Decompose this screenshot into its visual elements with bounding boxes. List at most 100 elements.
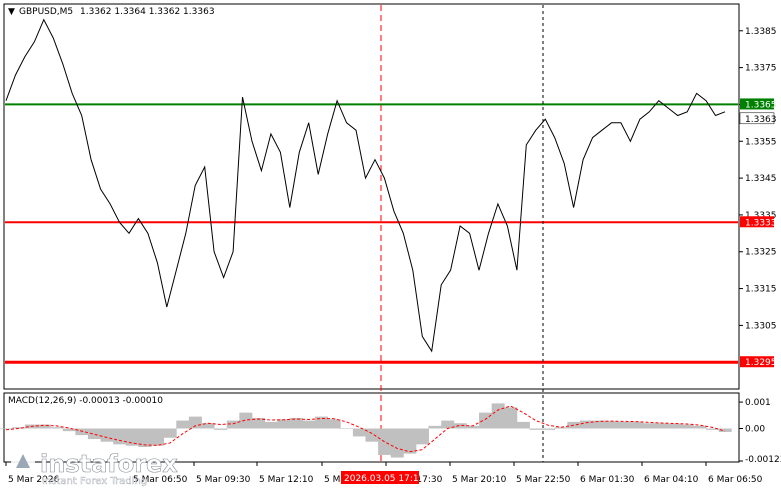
time-tick-label: 6 Mar 06:50 <box>708 475 763 485</box>
macd-histogram-bar <box>466 425 480 429</box>
price-panel <box>3 3 740 390</box>
macd-histogram-bar <box>516 421 530 429</box>
macd-tick-label: 0.001 <box>745 398 771 408</box>
macd-histogram-bar <box>37 424 51 429</box>
price-line <box>5 18 726 353</box>
macd-histogram-bar <box>352 428 366 437</box>
price-tick-label: 1.3315 <box>745 285 777 295</box>
cursor-date-tag <box>341 471 419 484</box>
macd-histogram-bar <box>176 420 190 429</box>
macd-signal-line <box>5 405 726 453</box>
price-tick-label: 1.3305 <box>745 321 777 331</box>
macd-histogram-bar <box>201 423 215 429</box>
watermark-tagline: Instant Forex Trading <box>42 476 147 487</box>
price-axis: 1.33851.33751.33651.33551.33451.33351.33… <box>739 27 777 331</box>
macd-histogram-bar <box>151 428 165 446</box>
price-tag-box <box>740 98 774 110</box>
macd-histogram-bar <box>680 424 694 429</box>
macd-histogram-bar <box>428 425 442 429</box>
macd-histogram-bar <box>188 416 202 429</box>
macd-histogram-bar <box>125 428 139 446</box>
macd-histogram-bar <box>630 421 644 429</box>
price-tag-label: 1.3365 <box>745 100 777 110</box>
macd-histogram-bar <box>542 428 556 430</box>
macd-histogram-bar <box>554 427 568 429</box>
instaforex-watermark: instaforex Instant Forex Trading <box>11 450 179 487</box>
macd-tick-label: 0.00 <box>745 425 765 435</box>
macd-histogram-bar <box>504 407 518 429</box>
time-tick-label: 6 Mar 01:30 <box>580 475 635 485</box>
macd-histogram-bar <box>62 428 76 432</box>
macd-histogram-bar <box>340 428 354 429</box>
price-tick-label: 1.3345 <box>745 174 777 184</box>
symbol-label: GBPUSD,M5 <box>19 7 73 17</box>
macd-histogram-bar <box>668 423 682 429</box>
collapse-triangle-icon[interactable]: ▼ <box>8 7 15 17</box>
price-tag-box <box>740 216 774 228</box>
macd-histogram-bar <box>693 425 707 429</box>
time-tick-label: 5 Mar 20:10 <box>452 475 507 485</box>
macd-histogram-bar <box>592 420 606 429</box>
macd-histogram-bar <box>277 419 291 429</box>
macd-histogram-bar <box>415 428 429 445</box>
price-series <box>5 18 726 353</box>
macd-histogram-bar <box>239 412 253 429</box>
price-tick-label: 1.3355 <box>745 137 777 147</box>
macd-histogram-bar <box>289 417 303 429</box>
price-tag-label: 1.3363 <box>745 115 777 125</box>
price-tick-label: 1.3375 <box>745 64 777 74</box>
macd-histogram-bar <box>315 416 329 429</box>
macd-histogram-bar <box>226 420 240 429</box>
macd-tick-label: -0.00123 <box>745 455 781 465</box>
price-tag-box <box>739 112 775 125</box>
macd-histogram-bar <box>327 419 341 429</box>
ohlc-readout: 1.3362 1.3364 1.3362 1.3363 <box>80 7 215 17</box>
macd-histogram-bar <box>214 428 228 430</box>
macd-histogram-bar <box>718 428 732 432</box>
macd-histogram-bar <box>643 423 657 429</box>
macd-histogram-bar <box>605 421 619 429</box>
price-tags: 1.3365 1.3363 1.3333 1.3295 <box>739 98 777 368</box>
macd-histogram-bar <box>579 420 593 429</box>
macd-histogram-bar <box>453 423 467 429</box>
macd-histogram-bar <box>50 427 64 429</box>
price-tag-label: 1.3333 <box>745 218 777 228</box>
macd-histogram-bar <box>441 420 455 429</box>
time-tick-label: 5 Mar 12:10 <box>259 475 314 485</box>
macd-histogram-bar <box>529 428 543 430</box>
price-tick-label: 1.3325 <box>745 248 777 258</box>
macd-histogram-bar <box>302 420 316 429</box>
macd-histogram-bar <box>390 428 404 458</box>
macd-histogram-bar <box>87 428 102 440</box>
macd-histogram-bar <box>617 421 631 429</box>
macd-label: MACD(12,26,9) -0.00013 -0.00010 <box>8 396 163 406</box>
macd-histogram-bar <box>706 428 720 430</box>
macd-histogram-bar <box>12 427 26 429</box>
vertical-markers <box>380 5 544 462</box>
price-tick-label: 1.3385 <box>745 27 777 37</box>
price-tag-box <box>740 356 774 368</box>
price-tick-label: 1.3335 <box>745 211 777 221</box>
watermark-brand: instaforex <box>40 450 178 478</box>
macd-histogram-bar <box>264 421 278 429</box>
time-tick-label: 6 Mar 04:10 <box>644 475 699 485</box>
price-tag-label: 1.3295 <box>745 358 777 368</box>
macd-histogram-bar <box>163 428 177 438</box>
time-tick-label: 5 Mar 2026 <box>8 475 60 485</box>
macd-indicator <box>0 403 732 458</box>
macd-histogram-bar <box>75 428 89 436</box>
macd-histogram-bar <box>113 428 127 445</box>
time-tick-label: 5 Mar 22:50 <box>516 475 571 485</box>
time-tick-label: 5 Mar 06:50 <box>133 475 188 485</box>
macd-histogram-bar <box>138 428 152 447</box>
time-tick-label: 5 Mar 09:30 <box>196 475 251 485</box>
logo-mark-icon <box>16 454 30 468</box>
macd-histogram-bar <box>479 412 493 429</box>
macd-histogram-bar <box>0 428 13 429</box>
macd-histogram-bar <box>655 423 669 429</box>
macd-axis: 0.001 0.00 -0.00123 <box>739 398 781 465</box>
macd-histogram-bar <box>365 428 379 442</box>
macd-histogram-bar <box>251 417 265 429</box>
horizontal-levels <box>5 103 738 364</box>
